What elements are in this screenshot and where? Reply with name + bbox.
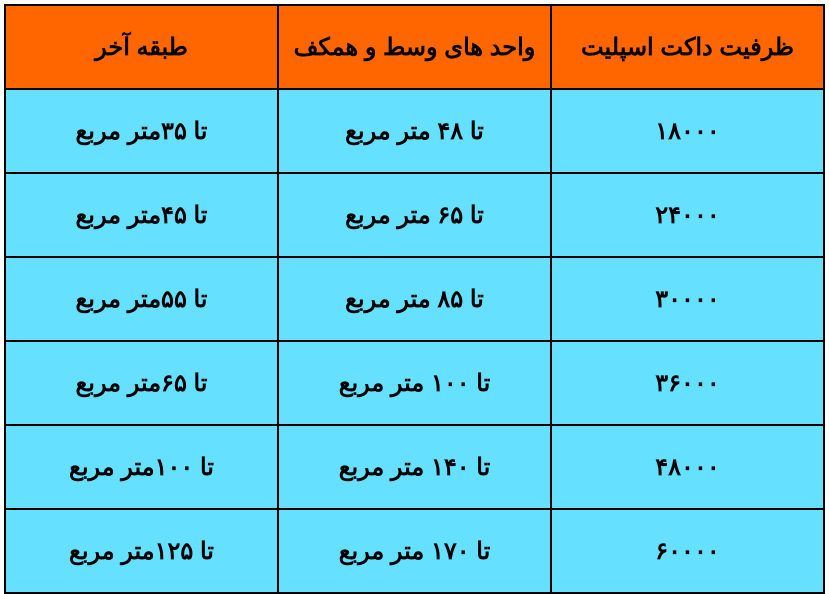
cell-capacity: ۴۸۰۰۰ — [551, 425, 824, 509]
cell-top: تا ۵۵متر مربع — [5, 257, 278, 341]
table-row: ۶۰۰۰۰ تا ۱۷۰ متر مربع تا ۱۲۵متر مربع — [5, 509, 824, 593]
cell-middle: تا ۴۸ متر مربع — [278, 89, 551, 173]
table-row: ۱۸۰۰۰ تا ۴۸ متر مربع تا ۳۵متر مربع — [5, 89, 824, 173]
table-header-row: ظرفیت داکت اسپلیت واحد های وسط و همکف طب… — [5, 5, 824, 89]
cell-capacity: ۱۸۰۰۰ — [551, 89, 824, 173]
cell-middle: تا ۱۴۰ متر مربع — [278, 425, 551, 509]
cell-capacity: ۲۴۰۰۰ — [551, 173, 824, 257]
table-row: ۲۴۰۰۰ تا ۶۵ متر مربع تا ۴۵متر مربع — [5, 173, 824, 257]
col-middle-units: واحد های وسط و همکف — [278, 5, 551, 89]
table-row: ۳۰۰۰۰ تا ۸۵ متر مربع تا ۵۵متر مربع — [5, 257, 824, 341]
cell-top: تا ۳۵متر مربع — [5, 89, 278, 173]
cell-top: تا ۱۰۰متر مربع — [5, 425, 278, 509]
capacity-table: ظرفیت داکت اسپلیت واحد های وسط و همکف طب… — [4, 4, 825, 594]
capacity-table-container: ظرفیت داکت اسپلیت واحد های وسط و همکف طب… — [0, 0, 829, 594]
col-capacity: ظرفیت داکت اسپلیت — [551, 5, 824, 89]
cell-capacity: ۶۰۰۰۰ — [551, 509, 824, 593]
cell-top: تا ۶۵متر مربع — [5, 341, 278, 425]
cell-middle: تا ۱۰۰ متر مربع — [278, 341, 551, 425]
cell-capacity: ۳۶۰۰۰ — [551, 341, 824, 425]
cell-middle: تا ۱۷۰ متر مربع — [278, 509, 551, 593]
cell-middle: تا ۸۵ متر مربع — [278, 257, 551, 341]
cell-top: تا ۴۵متر مربع — [5, 173, 278, 257]
col-top-floor: طبقه آخر — [5, 5, 278, 89]
table-row: ۴۸۰۰۰ تا ۱۴۰ متر مربع تا ۱۰۰متر مربع — [5, 425, 824, 509]
cell-capacity: ۳۰۰۰۰ — [551, 257, 824, 341]
table-row: ۳۶۰۰۰ تا ۱۰۰ متر مربع تا ۶۵متر مربع — [5, 341, 824, 425]
cell-top: تا ۱۲۵متر مربع — [5, 509, 278, 593]
cell-middle: تا ۶۵ متر مربع — [278, 173, 551, 257]
